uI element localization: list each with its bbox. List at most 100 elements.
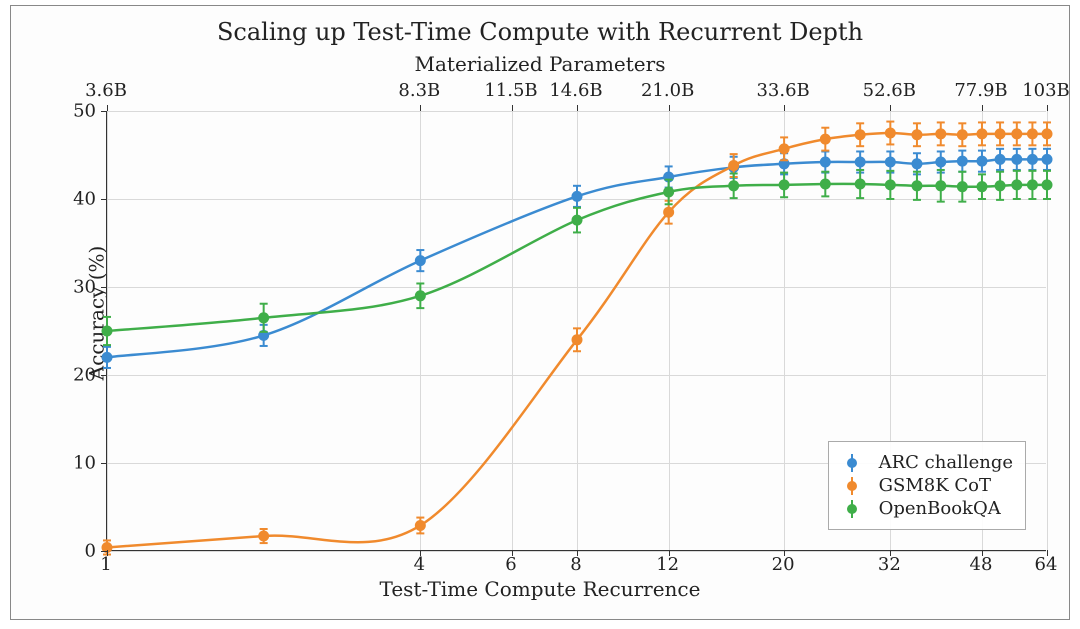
y-tick — [101, 287, 107, 288]
data-marker — [415, 255, 426, 266]
data-marker — [258, 531, 269, 542]
top-tick-label: 77.9B — [954, 80, 1007, 101]
top-tick — [784, 105, 785, 111]
legend-marker-icon — [839, 456, 865, 470]
top-tick — [577, 105, 578, 111]
y-tick-label: 30 — [56, 277, 96, 298]
legend-item: GSM8K CoT — [839, 475, 1013, 496]
data-marker — [572, 191, 583, 202]
plot-area: ARC challengeGSM8K CoTOpenBookQA — [106, 111, 1046, 551]
chart-frame: Scaling up Test-Time Compute with Recurr… — [10, 5, 1070, 620]
data-marker — [820, 134, 831, 145]
data-marker — [855, 129, 866, 140]
legend-label: ARC challenge — [879, 452, 1013, 473]
data-marker — [1042, 179, 1053, 190]
x-tick-label: 20 — [772, 554, 795, 575]
data-marker — [1042, 154, 1053, 165]
top-tick — [890, 105, 891, 111]
top-tick-label: 103B — [1022, 80, 1070, 101]
x-tick-label: 4 — [414, 554, 425, 575]
y-tick-label: 50 — [56, 101, 96, 122]
top-tick-label: 3.6B — [85, 80, 127, 101]
x-tick-label: 6 — [505, 554, 516, 575]
top-axis-label: Materialized Parameters — [11, 52, 1069, 76]
x-axis-title: Test-Time Compute Recurrence — [11, 577, 1069, 601]
data-marker — [572, 334, 583, 345]
data-marker — [957, 156, 968, 167]
y-tick — [101, 551, 107, 552]
top-tick — [1047, 105, 1048, 111]
top-tick-label: 52.6B — [863, 80, 916, 101]
y-tick — [101, 199, 107, 200]
data-marker — [995, 154, 1006, 165]
data-marker — [935, 128, 946, 139]
data-marker — [663, 186, 674, 197]
legend-label: OpenBookQA — [879, 498, 1001, 519]
data-marker — [728, 160, 739, 171]
data-marker — [855, 157, 866, 168]
data-marker — [1027, 154, 1038, 165]
data-marker — [885, 128, 896, 139]
data-marker — [911, 158, 922, 169]
data-marker — [855, 179, 866, 190]
data-marker — [1011, 154, 1022, 165]
legend-marker-icon — [839, 479, 865, 493]
data-marker — [935, 157, 946, 168]
y-tick — [101, 463, 107, 464]
x-tick-label: 64 — [1035, 554, 1058, 575]
legend-item: OpenBookQA — [839, 498, 1013, 519]
x-tick-label: 32 — [878, 554, 901, 575]
data-marker — [995, 128, 1006, 139]
data-marker — [911, 129, 922, 140]
chart-title: Scaling up Test-Time Compute with Recurr… — [11, 18, 1069, 46]
data-marker — [911, 180, 922, 191]
data-marker — [976, 128, 987, 139]
data-marker — [258, 312, 269, 323]
data-marker — [1027, 179, 1038, 190]
data-marker — [1011, 128, 1022, 139]
top-tick-label: 14.6B — [549, 80, 602, 101]
top-tick — [982, 105, 983, 111]
data-marker — [995, 180, 1006, 191]
top-tick — [512, 105, 513, 111]
data-marker — [820, 179, 831, 190]
x-tick-label: 48 — [970, 554, 993, 575]
data-marker — [102, 352, 113, 363]
top-tick-label: 33.6B — [756, 80, 809, 101]
data-marker — [976, 181, 987, 192]
data-marker — [102, 326, 113, 337]
top-tick — [669, 105, 670, 111]
top-tick — [420, 105, 421, 111]
data-marker — [415, 520, 426, 531]
y-tick-label: 0 — [56, 541, 96, 562]
top-tick-label: 11.5B — [484, 80, 537, 101]
legend-item: ARC challenge — [839, 452, 1013, 473]
data-marker — [779, 179, 790, 190]
top-tick-label: 21.0B — [641, 80, 694, 101]
y-tick-label: 40 — [56, 189, 96, 210]
data-marker — [663, 207, 674, 218]
data-marker — [957, 181, 968, 192]
y-tick-label: 20 — [56, 365, 96, 386]
y-tick — [101, 111, 107, 112]
data-marker — [1011, 179, 1022, 190]
data-marker — [779, 143, 790, 154]
data-marker — [820, 157, 831, 168]
y-tick-label: 10 — [56, 453, 96, 474]
data-marker — [1042, 128, 1053, 139]
y-tick — [101, 375, 107, 376]
top-tick-label: 8.3B — [398, 80, 440, 101]
legend-marker-icon — [839, 502, 865, 516]
data-marker — [572, 215, 583, 226]
x-tick-label: 12 — [656, 554, 679, 575]
legend: ARC challengeGSM8K CoTOpenBookQA — [828, 441, 1026, 530]
data-marker — [976, 156, 987, 167]
x-tick-label: 1 — [100, 554, 111, 575]
x-tick-label: 8 — [570, 554, 581, 575]
data-marker — [728, 180, 739, 191]
data-marker — [415, 290, 426, 301]
data-marker — [957, 129, 968, 140]
data-marker — [885, 157, 896, 168]
data-marker — [935, 180, 946, 191]
data-marker — [885, 179, 896, 190]
